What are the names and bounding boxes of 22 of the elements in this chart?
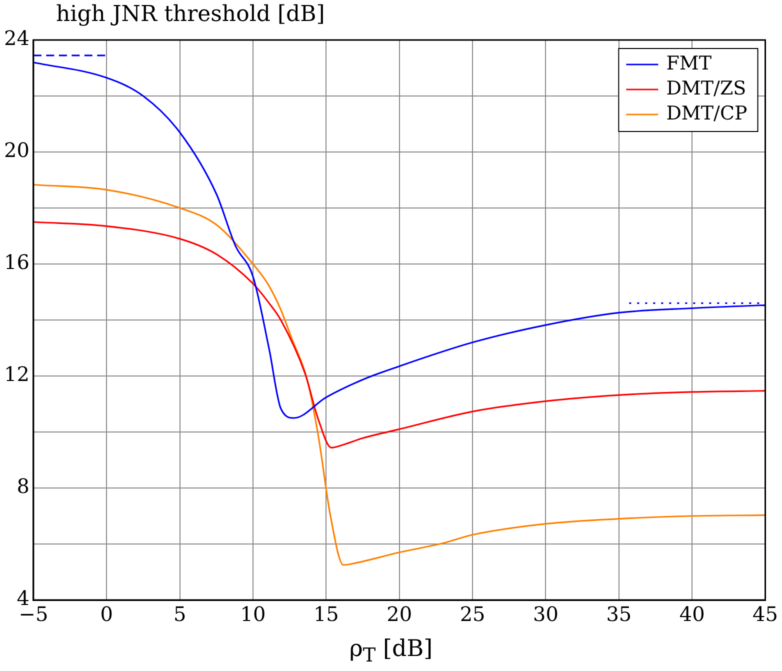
x-tick-label: 25: [460, 602, 486, 626]
legend-label: DMT/CP: [666, 102, 748, 124]
legend-label: FMT: [666, 52, 712, 74]
y-tick-label: 16: [4, 250, 30, 274]
x-tick-label: 5: [173, 602, 186, 626]
y-axis-title: high JNR threshold [dB]: [56, 2, 325, 27]
y-tick-label: 24: [4, 26, 30, 50]
line-series: [33, 184, 766, 566]
x-tick-label: 15: [313, 602, 339, 626]
x-tick-label: 35: [606, 602, 632, 626]
x-tick-label: 30: [533, 602, 558, 626]
x-tick-label: 40: [679, 602, 705, 626]
x-tick-label: 20: [386, 602, 412, 626]
x-tick-label: 45: [752, 602, 778, 626]
legend-label: DMT/ZS: [666, 77, 746, 100]
x-axis-title: ρ$_{T}$ [dB]: [348, 636, 434, 667]
x-tick-label: 0: [100, 602, 113, 626]
x-tick-label: 10: [240, 602, 266, 626]
line-series: [33, 221, 766, 448]
y-tick-label: 20: [4, 138, 30, 162]
y-tick-label: 8: [16, 474, 30, 498]
y-tick-label: 12: [4, 362, 30, 386]
